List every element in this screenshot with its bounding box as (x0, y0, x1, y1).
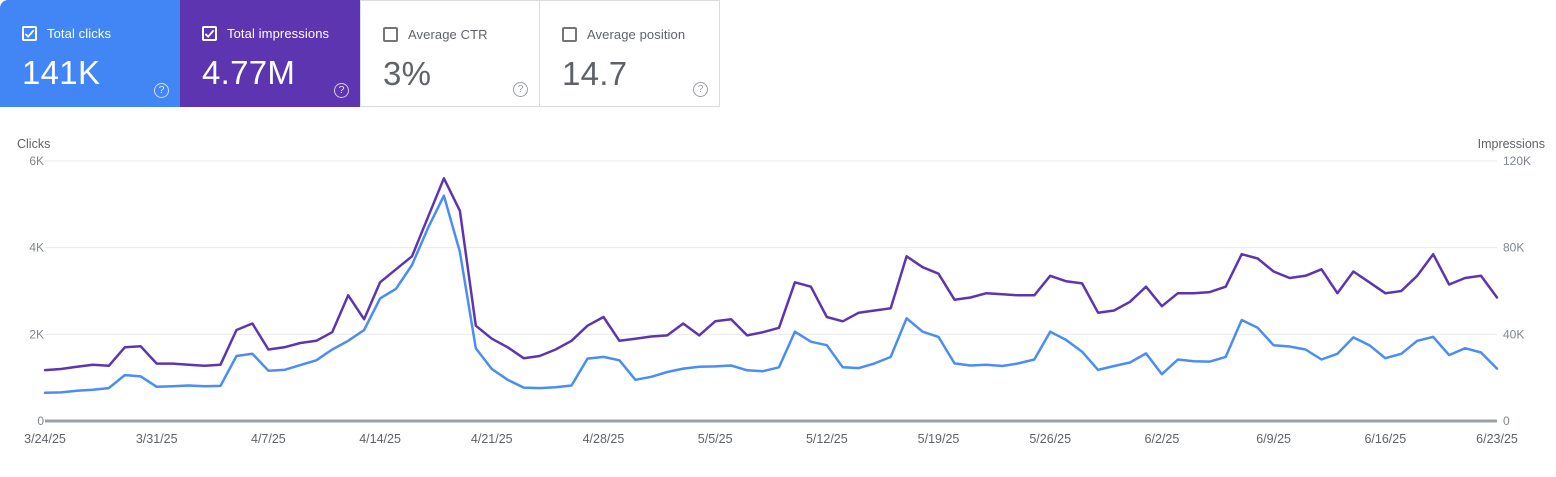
average-position-value: 14.7 (562, 55, 628, 92)
right-axis-tick-label: 80K (1503, 241, 1524, 255)
card-average-ctr[interactable]: Average CTR 3% ? (360, 0, 540, 107)
help-icon[interactable]: ? (154, 83, 169, 98)
x-axis-date-label: 4/21/25 (471, 432, 513, 446)
average-ctr-toggle[interactable]: Average CTR (383, 27, 539, 42)
x-axis-date-label: 3/24/25 (24, 432, 66, 446)
impressions-line[interactable] (43, 177, 1499, 372)
left-axis-tick-label: 4K (29, 241, 44, 255)
total-impressions-toggle[interactable]: Total impressions (202, 26, 360, 41)
checkbox-unchecked-icon[interactable] (383, 27, 398, 42)
x-axis-date-label: 5/12/25 (806, 432, 848, 446)
total-impressions-value: 4.77M (202, 54, 296, 91)
help-icon[interactable]: ? (693, 82, 708, 97)
checkmark-icon (204, 29, 215, 39)
left-axis-title: Clicks (17, 137, 50, 151)
x-axis-date-label: 4/7/25 (251, 432, 286, 446)
card-label: Total impressions (227, 26, 330, 41)
left-axis-tick-label: 6K (29, 154, 44, 168)
left-axis-tick-label: 2K (29, 327, 44, 341)
help-icon[interactable]: ? (334, 83, 349, 98)
card-label: Average CTR (408, 27, 488, 42)
x-axis-date-label: 5/19/25 (918, 432, 960, 446)
card-label: Average position (587, 27, 686, 42)
x-axis-date-label: 4/14/25 (359, 432, 401, 446)
average-position-toggle[interactable]: Average position (562, 27, 719, 42)
x-axis-date-label: 6/23/25 (1476, 432, 1518, 446)
x-axis-date-label: 6/9/25 (1256, 432, 1291, 446)
card-label: Total clicks (47, 26, 112, 41)
help-icon[interactable]: ? (513, 82, 528, 97)
x-axis-date-label: 6/16/25 (1364, 432, 1406, 446)
card-average-position[interactable]: Average position 14.7 ? (540, 0, 720, 107)
total-clicks-value: 141K (22, 54, 101, 91)
average-ctr-value: 3% (383, 55, 432, 92)
right-axis-title: Impressions (1478, 137, 1545, 151)
x-axis-date-label: 5/5/25 (698, 432, 733, 446)
right-axis-tick-label: 0 (1503, 414, 1510, 428)
card-total-impressions[interactable]: Total impressions 4.77M ? (180, 0, 360, 107)
clicks-line[interactable] (43, 194, 1499, 395)
total-clicks-toggle[interactable]: Total clicks (22, 26, 180, 41)
right-axis-tick-label: 40K (1503, 327, 1524, 341)
checkbox-unchecked-icon[interactable] (562, 27, 577, 42)
metric-cards: Total clicks 141K ? Total impressions 4.… (0, 0, 720, 107)
x-axis-date-label: 6/2/25 (1145, 432, 1180, 446)
x-axis-date-label: 5/26/25 (1029, 432, 1071, 446)
checkbox-checked-icon[interactable] (22, 26, 37, 41)
right-axis-tick-label: 120K (1503, 154, 1531, 168)
x-axis-date-label: 3/31/25 (136, 432, 178, 446)
checkmark-icon (24, 29, 35, 39)
left-axis-tick-label: 0 (37, 414, 44, 428)
checkbox-checked-icon[interactable] (202, 26, 217, 41)
card-total-clicks[interactable]: Total clicks 141K ? (0, 0, 180, 107)
x-axis-date-label: 4/28/25 (583, 432, 625, 446)
